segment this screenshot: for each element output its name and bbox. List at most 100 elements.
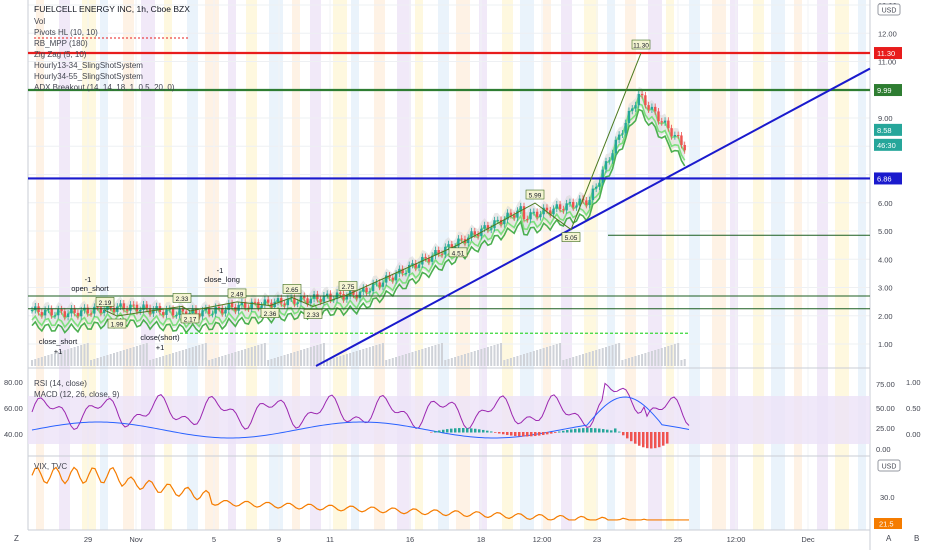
rsi-left-tick: 80.00 bbox=[4, 378, 23, 387]
volume-bar bbox=[349, 353, 352, 366]
macd-histogram-bar bbox=[522, 432, 525, 437]
chart-title: FUELCELL ENERGY INC, 1h, Cboe BZX bbox=[34, 4, 190, 14]
candle-body bbox=[657, 111, 660, 122]
volume-bar bbox=[378, 344, 381, 366]
candle-body bbox=[667, 120, 670, 129]
candle-body bbox=[381, 282, 385, 287]
session-band bbox=[771, 0, 785, 530]
volume-bar bbox=[50, 354, 53, 366]
macd-histogram-bar bbox=[622, 432, 625, 436]
volume-bar bbox=[70, 348, 73, 366]
candle-body bbox=[322, 295, 326, 302]
macd-histogram-bar bbox=[482, 429, 485, 433]
macd-histogram-bar bbox=[530, 432, 533, 437]
volume-bar bbox=[322, 343, 325, 366]
candle-body bbox=[647, 105, 650, 110]
candle-body bbox=[640, 93, 644, 96]
volume-bar bbox=[680, 360, 683, 366]
candle-body bbox=[588, 200, 591, 205]
zigzag-label-box bbox=[282, 284, 302, 294]
volume-bar bbox=[86, 343, 89, 366]
candle-body bbox=[63, 311, 66, 317]
auto-scale-button[interactable]: A bbox=[886, 534, 892, 543]
volume-bar bbox=[44, 356, 47, 366]
volume-bar bbox=[211, 359, 214, 366]
volume-bar bbox=[149, 360, 152, 366]
macd-histogram-bar bbox=[574, 428, 577, 433]
session-band bbox=[584, 0, 598, 530]
session-band bbox=[310, 0, 321, 530]
candle-body bbox=[417, 264, 421, 268]
session-band bbox=[794, 0, 802, 530]
volume-bar bbox=[188, 348, 191, 366]
volume-bar bbox=[582, 354, 585, 366]
macd-histogram-bar bbox=[578, 428, 581, 433]
macd-histogram-bar bbox=[594, 428, 597, 433]
candle-body bbox=[155, 306, 158, 310]
volume-bar bbox=[303, 349, 306, 366]
candle-body bbox=[378, 282, 381, 287]
volume-bar bbox=[277, 357, 279, 366]
candle-body bbox=[608, 160, 611, 162]
volume-bar bbox=[267, 360, 270, 366]
vix-line bbox=[31, 466, 689, 521]
vix-currency-badge[interactable] bbox=[877, 459, 901, 472]
log-scale-button[interactable]: B bbox=[914, 534, 919, 543]
macd-histogram-bar bbox=[654, 432, 657, 449]
candle-body bbox=[289, 297, 293, 299]
volume-bar bbox=[329, 359, 332, 366]
time-tick-label: 12:00 bbox=[533, 535, 552, 544]
zoom-button[interactable]: Z bbox=[14, 534, 19, 543]
time-tick-label: 11 bbox=[326, 535, 334, 544]
zigzag-label-box bbox=[525, 189, 545, 200]
volume-bar bbox=[470, 352, 473, 366]
volume-bar bbox=[372, 346, 375, 366]
macd-right-tick: 0.00 bbox=[906, 430, 921, 439]
candle-body bbox=[260, 305, 263, 308]
candle-body bbox=[499, 219, 503, 225]
currency-badge[interactable] bbox=[877, 3, 901, 16]
volume-bar bbox=[224, 355, 227, 366]
indicator-legend-slingshot2: Hourly34-55_SlingShotSystem bbox=[34, 72, 143, 81]
candle-body bbox=[276, 298, 280, 302]
zigzag-line bbox=[104, 52, 642, 317]
candle-body bbox=[296, 302, 299, 304]
volume-bar bbox=[624, 359, 627, 366]
candle-body bbox=[181, 308, 185, 312]
candle-body bbox=[257, 302, 260, 308]
candle-body bbox=[637, 93, 640, 106]
candle-body bbox=[519, 206, 522, 211]
volume-bar bbox=[283, 355, 286, 366]
candle-body bbox=[217, 306, 221, 308]
macd-histogram-bar bbox=[662, 432, 665, 446]
volume-bar bbox=[395, 357, 398, 366]
volume-bar bbox=[313, 346, 316, 366]
volume-bar bbox=[414, 351, 417, 366]
zigzag-label-box bbox=[303, 309, 323, 319]
candle-body bbox=[47, 308, 50, 310]
volume-bar bbox=[391, 358, 394, 366]
candle-body bbox=[598, 182, 601, 187]
candle-body bbox=[460, 238, 463, 240]
volume-bar bbox=[165, 355, 168, 366]
volume-bar bbox=[486, 347, 489, 366]
candle-body bbox=[227, 303, 230, 310]
volume-bar bbox=[57, 352, 60, 366]
candle-body bbox=[683, 144, 686, 151]
price-label-badge bbox=[874, 47, 902, 60]
candle-body bbox=[129, 304, 132, 311]
time-tick-label: 12:00 bbox=[727, 535, 746, 544]
volume-bar bbox=[454, 357, 457, 366]
price-label-text: 11.30 bbox=[877, 49, 895, 58]
volume-bar bbox=[657, 349, 660, 366]
macd-histogram-bar bbox=[506, 432, 509, 435]
volume-bar bbox=[516, 356, 519, 366]
candle-body bbox=[506, 212, 509, 220]
candle-body bbox=[303, 295, 306, 299]
candle-body bbox=[162, 312, 165, 315]
volume-bar bbox=[31, 360, 33, 366]
volume-bar bbox=[529, 352, 532, 366]
candle-body bbox=[496, 219, 499, 221]
volume-bar bbox=[457, 356, 460, 366]
candle-body bbox=[476, 234, 480, 237]
